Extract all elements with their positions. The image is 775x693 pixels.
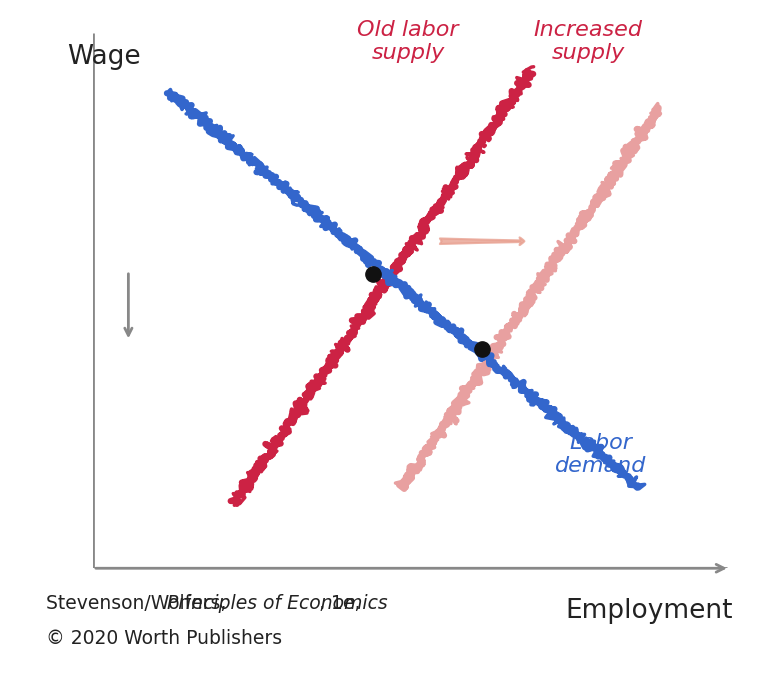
Text: Labor
demand: Labor demand (556, 433, 647, 476)
Text: Principles of Economics: Principles of Economics (167, 595, 388, 613)
Text: , 1e,: , 1e, (319, 595, 360, 613)
Text: Wage: Wage (67, 44, 141, 70)
Text: Employment: Employment (566, 598, 733, 624)
Text: Old labor
supply: Old labor supply (357, 19, 459, 63)
Text: Stevenson/Wolfers,: Stevenson/Wolfers, (46, 595, 232, 613)
Text: © 2020 Worth Publishers: © 2020 Worth Publishers (46, 629, 283, 648)
Text: Increased
supply: Increased supply (534, 19, 642, 63)
